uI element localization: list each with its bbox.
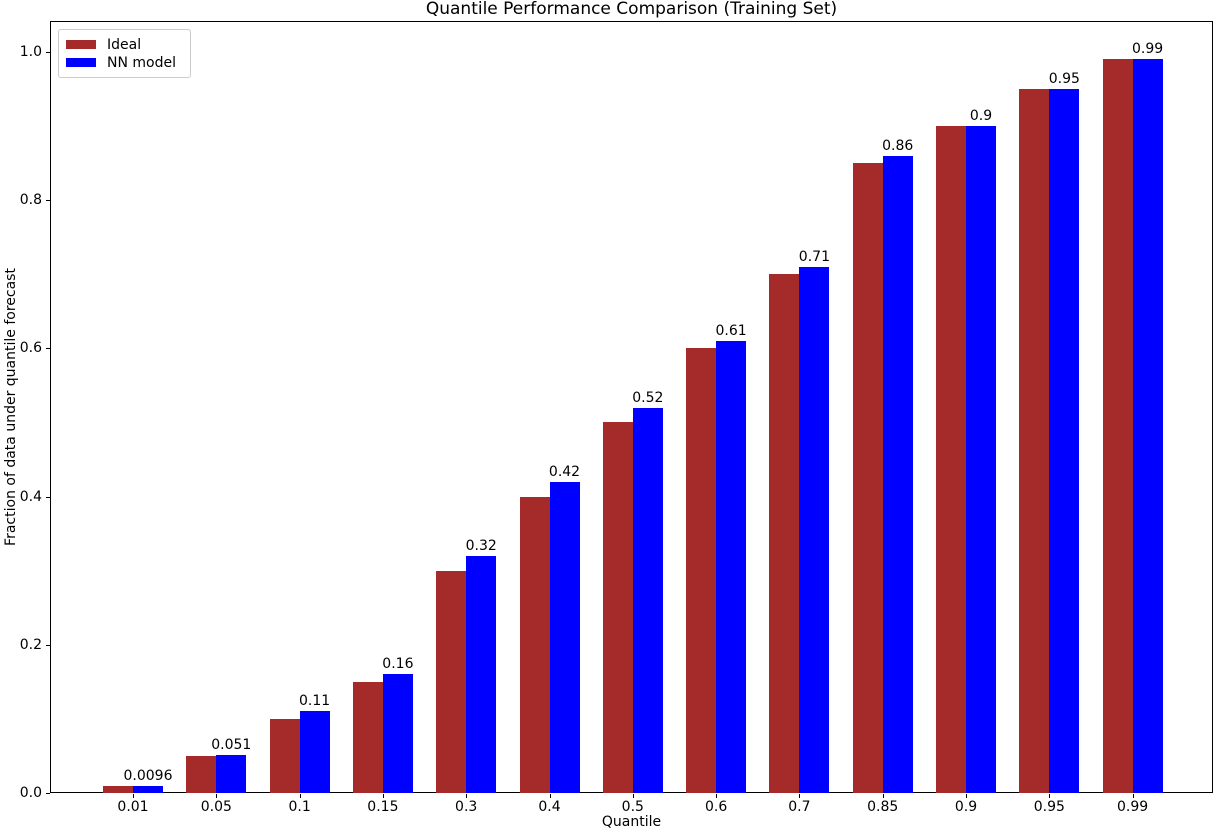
x-tick-label: 0.9 (954, 799, 978, 815)
bar-value-label: 0.86 (882, 138, 914, 154)
legend-swatch-nn-model (66, 58, 96, 67)
bar-value-label: 0.42 (548, 464, 581, 480)
legend: Ideal NN model (58, 29, 191, 78)
bar-nn-model-0.01 (133, 786, 163, 793)
bar-value-label: 0.32 (465, 538, 497, 554)
y-tick-label: 0.4 (19, 489, 42, 505)
bar-ideal-0.3 (436, 571, 467, 793)
bar-value-label: 0.99 (1132, 41, 1164, 57)
x-tick-mark (1049, 794, 1051, 798)
bar-value-label: 0.9 (969, 108, 993, 124)
x-tick-label: 0.7 (788, 799, 811, 815)
bar-ideal-0.85 (852, 163, 883, 793)
bar-ideal-0.6 (686, 348, 717, 793)
x-tick-label: 0.01 (117, 799, 149, 815)
y-tick-mark (46, 52, 50, 53)
x-tick-mark (632, 794, 634, 798)
bar-nn-model-0.05 (216, 755, 247, 793)
chart-title: Quantile Performance Comparison (Trainin… (425, 0, 838, 19)
x-tick-mark (882, 794, 884, 798)
bar-value-label: 0.61 (715, 323, 747, 339)
y-axis-label: Fraction of data under quantile forecast (3, 268, 19, 546)
bar-ideal-0.99 (1102, 59, 1133, 793)
y-tick-mark (46, 793, 50, 794)
x-tick-label: 0.1 (288, 799, 311, 815)
bar-ideal-0.05 (186, 756, 217, 793)
legend-swatch-ideal (66, 40, 96, 49)
y-tick-label: 0.0 (19, 785, 42, 801)
bar-nn-model-0.6 (716, 341, 747, 793)
bar-ideal-0.01 (103, 786, 133, 793)
x-tick-label: 0.99 (1117, 799, 1149, 815)
y-tick-mark (46, 348, 50, 349)
legend-label-nn-model: NN model (107, 54, 176, 71)
x-tick-label: 0.15 (367, 799, 399, 815)
x-tick-label: 0.85 (867, 799, 899, 815)
legend-item-nn-model: NN model (66, 55, 176, 70)
bar-nn-model-0.95 (1049, 89, 1080, 793)
bar-nn-model-0.99 (1132, 59, 1163, 793)
bar-ideal-0.4 (519, 497, 550, 793)
bar-value-label: 0.95 (1048, 71, 1080, 87)
x-tick-mark (716, 794, 718, 798)
legend-item-ideal: Ideal (66, 37, 176, 52)
y-tick-label: 0.6 (19, 340, 42, 356)
x-tick-mark (966, 794, 967, 798)
y-tick-label: 0.2 (19, 637, 42, 653)
bar-nn-model-0.85 (882, 156, 913, 793)
x-tick-label: 0.6 (704, 799, 728, 815)
bar-nn-model-0.15 (382, 674, 413, 793)
bar-nn-model-0.7 (799, 267, 830, 793)
x-tick-label: 0.05 (200, 799, 232, 815)
bar-ideal-0.95 (1019, 89, 1050, 793)
x-tick-mark (466, 794, 468, 798)
bar-value-label: 0.11 (299, 693, 331, 709)
legend-label-ideal: Ideal (107, 36, 142, 53)
x-tick-mark (216, 794, 218, 798)
y-tick-label: 0.8 (19, 192, 42, 208)
bar-nn-model-0.3 (466, 556, 497, 793)
y-tick-label: 1.0 (19, 44, 42, 60)
bar-ideal-0.1 (269, 719, 300, 793)
bar-ideal-0.7 (769, 274, 800, 793)
x-tick-mark (133, 794, 134, 798)
bar-ideal-0.15 (352, 682, 383, 793)
x-tick-label: 0.5 (621, 799, 644, 815)
bar-value-label: 0.52 (632, 390, 664, 406)
y-tick-mark (46, 497, 50, 498)
x-axis-label: Quantile (601, 814, 662, 830)
bar-value-label: 0.16 (382, 656, 414, 672)
bar-nn-model-0.4 (549, 482, 580, 793)
bar-ideal-0.9 (936, 126, 966, 793)
x-tick-label: 0.95 (1033, 799, 1065, 815)
x-tick-label: 0.3 (455, 799, 478, 815)
x-tick-mark (549, 794, 551, 798)
x-tick-mark (382, 794, 384, 798)
bar-nn-model-0.9 (966, 126, 996, 793)
bar-nn-model-0.1 (299, 711, 330, 793)
x-tick-label: 0.4 (538, 799, 561, 815)
bar-value-label: 0.051 (211, 737, 252, 753)
x-tick-mark (299, 794, 301, 798)
y-tick-mark (46, 645, 50, 646)
bar-ideal-0.5 (602, 422, 633, 793)
x-tick-mark (799, 794, 801, 798)
y-tick-mark (46, 200, 50, 201)
bar-value-label: 0.71 (798, 249, 830, 265)
x-tick-mark (1132, 794, 1134, 798)
bar-value-label: 0.0096 (123, 768, 173, 784)
bar-nn-model-0.5 (632, 408, 663, 793)
